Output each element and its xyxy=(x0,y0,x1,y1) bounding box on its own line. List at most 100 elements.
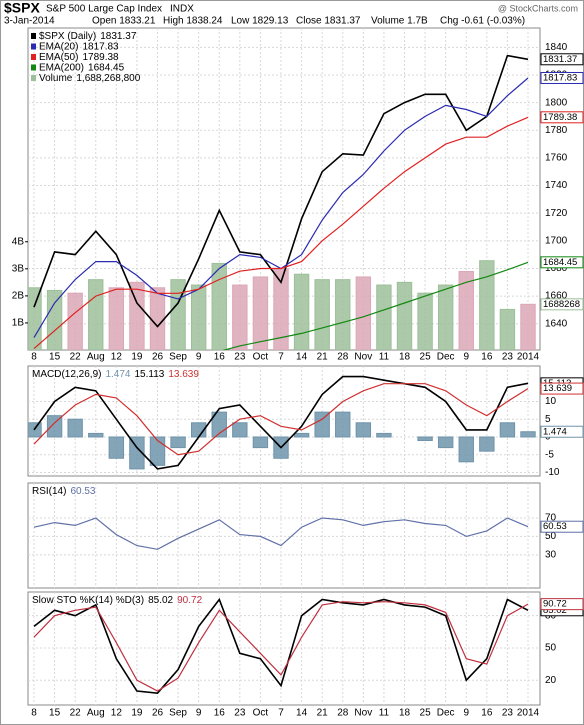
value-tag: 1817.83 xyxy=(543,73,577,84)
x-tick-label: 2014 xyxy=(517,708,540,719)
legend-entry: EMA(200) 1684.45 xyxy=(39,62,125,73)
series-line xyxy=(33,116,529,350)
x-tick-label: 21 xyxy=(317,708,329,719)
close: Close 1831.37 xyxy=(296,16,361,27)
index-name: S&P 500 Large Cap Index xyxy=(46,4,162,15)
bar xyxy=(252,436,269,449)
legend-value: 1789.38 xyxy=(82,52,119,63)
legend-value: 13.639 xyxy=(168,369,199,380)
legend-swatch xyxy=(31,33,36,39)
legend-entry: $SPX (Daily) 1831.37 xyxy=(39,31,137,42)
y2-tick-label: 2B xyxy=(12,291,25,302)
x-tick-label: 22 xyxy=(70,708,82,719)
x-tick-label: Dec xyxy=(437,708,455,719)
value-tag: 1789.38 xyxy=(543,112,577,123)
x-tick-label: 16 xyxy=(481,708,493,719)
legend-name: EMA(50) xyxy=(39,52,78,63)
bar xyxy=(417,292,433,350)
x-tick-label: 25 xyxy=(420,708,432,719)
bar xyxy=(335,411,351,438)
x-tick-label: 9 xyxy=(463,708,469,719)
x-tick-label: 12 xyxy=(111,708,123,719)
bar xyxy=(396,281,413,350)
y-tick-label: 70 xyxy=(545,513,557,524)
y-tick-label: 1740 xyxy=(545,180,568,191)
x-tick-label: 18 xyxy=(399,708,411,719)
x-tick-label: 14 xyxy=(296,352,308,363)
value-tag-box xyxy=(540,425,584,438)
x-tick-label: 7 xyxy=(278,352,284,363)
series-line xyxy=(33,517,529,550)
bar xyxy=(479,436,495,452)
bar xyxy=(211,262,227,350)
bar xyxy=(437,284,454,350)
x-tick-label: 19 xyxy=(131,352,143,363)
legend-name: EMA(20) xyxy=(39,41,78,52)
legend-label: RSI(14) xyxy=(32,486,66,497)
x-tick-label: Dec xyxy=(437,352,455,363)
value-tag-box xyxy=(540,298,584,311)
legend-value: 90.72 xyxy=(177,595,202,606)
y-tick-label: 5 xyxy=(545,414,551,425)
y-tick-label: 50 xyxy=(545,531,557,542)
bar xyxy=(28,287,42,350)
bar xyxy=(170,279,186,350)
watermark: @ StockCharts.com xyxy=(498,3,578,13)
low: Low 1829.13 xyxy=(231,16,289,27)
bar xyxy=(520,431,536,438)
legend-value: 85.02 xyxy=(148,595,173,606)
y-tick-label: 1660 xyxy=(545,291,568,302)
bar xyxy=(232,422,248,438)
x-tick-label: 16 xyxy=(481,352,493,363)
exchange: INDX xyxy=(170,4,194,15)
series-line xyxy=(33,375,529,470)
y-tick-label: 1680 xyxy=(545,263,568,274)
legend-name: Volume xyxy=(39,73,73,84)
legend-label: Slow STO %K(14) %D(3) xyxy=(32,595,144,606)
series-line xyxy=(33,601,529,692)
legend-value: 1,688,268,800 xyxy=(76,73,140,84)
bar xyxy=(293,432,310,438)
high: High 1838.24 xyxy=(163,16,223,27)
legend-value: 1817.83 xyxy=(82,41,119,52)
legend-name: $SPX (Daily) xyxy=(39,31,96,42)
bar xyxy=(417,436,433,442)
value-tag: 1.474 xyxy=(543,426,567,437)
open: Open 1833.21 xyxy=(92,16,156,27)
bar xyxy=(499,422,516,438)
x-tick-label: 23 xyxy=(234,708,246,719)
plot xyxy=(28,54,536,350)
x-tick-label: 8 xyxy=(31,708,37,719)
y2-tick-label: 1B xyxy=(12,318,25,329)
bar xyxy=(437,436,454,449)
x-tick-label: 7 xyxy=(278,708,284,719)
panel-frame xyxy=(27,482,541,589)
legend-value: 1684.45 xyxy=(88,62,125,73)
bar xyxy=(314,279,330,350)
bar xyxy=(355,276,372,350)
bar xyxy=(108,436,125,459)
x-tick-label: Aug xyxy=(87,708,105,719)
bar xyxy=(499,308,516,350)
y-tick-label: 10 xyxy=(545,396,557,407)
x-tick-label: 8 xyxy=(31,352,37,363)
y-tick-label: 1700 xyxy=(545,235,568,246)
x-tick-label: 16 xyxy=(214,708,226,719)
x-tick-label: Sep xyxy=(169,352,187,363)
series-line xyxy=(33,383,529,456)
value-tag: 85.02 xyxy=(543,605,567,616)
x-tick-label: 12 xyxy=(111,352,123,363)
value-tag: 90.72 xyxy=(543,599,567,610)
y2-tick-label: 4B xyxy=(12,236,25,247)
x-tick-label: 15 xyxy=(49,708,61,719)
legend-swatch xyxy=(31,54,36,60)
x-tick-label: Nov xyxy=(354,352,372,363)
bar xyxy=(67,418,83,438)
change: Chg -0.61 (-0.03%) xyxy=(440,16,525,27)
y-tick-label: 1720 xyxy=(545,208,568,219)
legend-swatch xyxy=(31,75,36,81)
plot xyxy=(33,517,529,550)
x-tick-label: 22 xyxy=(70,352,82,363)
plot xyxy=(28,375,536,470)
